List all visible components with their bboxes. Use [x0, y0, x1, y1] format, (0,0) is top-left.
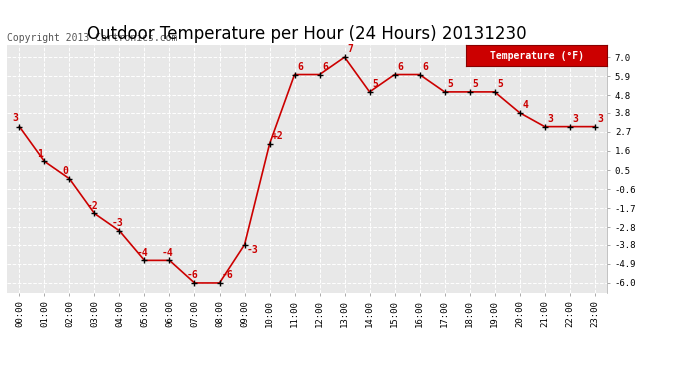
Text: 6: 6 [397, 62, 403, 72]
Text: 7: 7 [347, 44, 353, 54]
Text: 3: 3 [572, 114, 578, 124]
Text: 1: 1 [37, 148, 43, 159]
Text: 3: 3 [12, 113, 18, 123]
Text: 5: 5 [472, 79, 478, 89]
Text: Copyright 2013 Cartronics.com: Copyright 2013 Cartronics.com [7, 33, 177, 42]
Text: -6: -6 [222, 270, 234, 280]
Text: -6: -6 [187, 270, 199, 280]
Text: 5: 5 [497, 79, 503, 89]
Text: +2: +2 [272, 131, 284, 141]
Text: 6: 6 [322, 62, 328, 72]
Text: 6: 6 [422, 62, 428, 72]
Text: 3: 3 [598, 114, 603, 124]
Text: 6: 6 [297, 62, 303, 72]
Text: 5: 5 [447, 79, 453, 89]
Text: 3: 3 [547, 114, 553, 124]
Text: -4: -4 [137, 248, 149, 258]
Text: 5: 5 [372, 79, 378, 89]
Text: -4: -4 [162, 248, 174, 258]
Text: -2: -2 [87, 201, 99, 211]
Text: -3: -3 [112, 218, 124, 228]
Text: -3: -3 [247, 245, 259, 255]
Title: Outdoor Temperature per Hour (24 Hours) 20131230: Outdoor Temperature per Hour (24 Hours) … [87, 26, 527, 44]
Text: 4: 4 [522, 100, 528, 110]
Text: 0: 0 [62, 166, 68, 176]
